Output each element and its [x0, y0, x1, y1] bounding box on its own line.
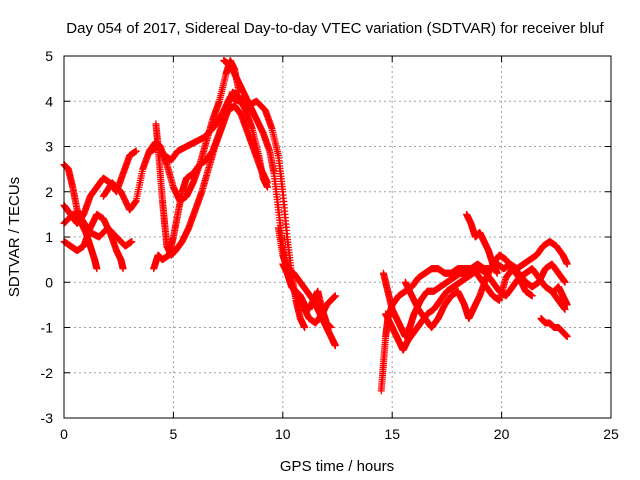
x-tick-label-4: 20 [494, 426, 510, 442]
series-track-m [379, 265, 536, 341]
y-tick-label-6: 3 [45, 139, 53, 155]
y-axis-label: SDTVAR / TECUs [6, 177, 23, 297]
y-tick-label-2: -1 [41, 320, 54, 336]
y-tick-label-3: 0 [45, 274, 53, 290]
x-tick-label-1: 5 [170, 426, 178, 442]
x-tick-label-3: 15 [384, 426, 400, 442]
data-series-group [60, 57, 571, 395]
data-point-track-m-350 [528, 292, 536, 300]
data-point-track-j-154 [331, 342, 339, 350]
data-point-track-o-350 [561, 278, 569, 286]
data-point-track-d-112 [128, 238, 136, 246]
y-tick-label-7: 4 [45, 93, 53, 109]
axis-ticks [63, 55, 612, 419]
series-track-q [537, 314, 571, 341]
series-track-k [279, 260, 339, 327]
y-tick-label-4: 1 [45, 229, 53, 245]
data-point-track-g-280 [263, 183, 271, 191]
series-track-h [148, 93, 309, 331]
x-tick-label-5: 25 [603, 426, 619, 442]
data-point-track-c-140 [119, 265, 127, 273]
y-tick-label-5: 2 [45, 184, 53, 200]
plot-frame [63, 55, 612, 419]
series-track-d [60, 210, 136, 250]
x-tick-labels: 0 5 10 15 20 25 [60, 426, 619, 442]
data-point-track-l-434 [563, 260, 571, 268]
grid [64, 56, 611, 418]
x-tick-label-2: 10 [275, 426, 291, 442]
y-tick-label-8: 5 [45, 48, 53, 64]
chart-title: Day 054 of 2017, Sidereal Day-to-day VTE… [66, 20, 604, 37]
data-point-track-b-154 [132, 147, 140, 155]
data-point-track-n-406 [561, 305, 569, 313]
x-tick-label-0: 0 [60, 426, 68, 442]
series-track-r [550, 283, 571, 309]
y-tick-label-1: -2 [41, 365, 54, 381]
data-point-track-h-308 [301, 324, 309, 331]
y-tick-labels: -3 -2 -1 0 1 2 3 4 5 [41, 48, 54, 426]
series-track-p [463, 210, 501, 277]
data-point-track-q-84 [563, 333, 571, 341]
data-point-track-k-126 [331, 292, 339, 300]
series-track-o [401, 251, 569, 331]
x-axis-label: GPS time / hours [280, 458, 394, 475]
data-point-track-r-42 [563, 301, 571, 309]
data-point-track-a-112 [93, 265, 101, 273]
y-tick-label-0: -3 [41, 410, 54, 426]
data-point-track-p-98 [493, 269, 501, 277]
